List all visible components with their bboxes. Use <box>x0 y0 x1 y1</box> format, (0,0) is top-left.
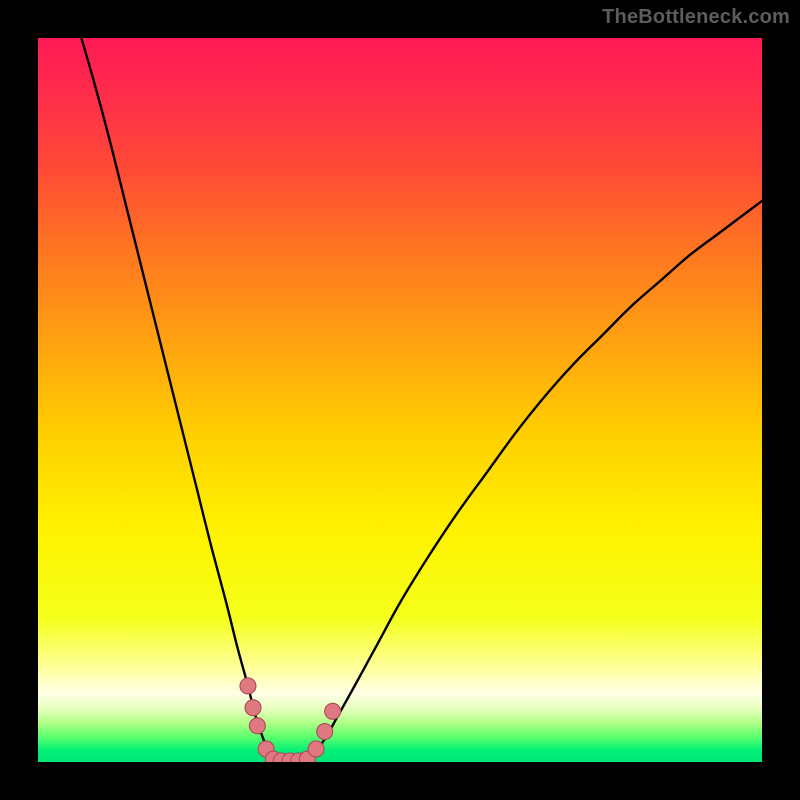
watermark-text: TheBottleneck.com <box>602 6 790 29</box>
data-marker <box>240 678 256 694</box>
data-marker <box>325 703 341 719</box>
plot-area <box>38 38 762 762</box>
data-marker <box>308 741 324 757</box>
data-marker <box>245 700 261 716</box>
gradient-background <box>38 38 762 762</box>
data-marker <box>249 718 265 734</box>
data-marker <box>317 724 333 740</box>
chart-frame: TheBottleneck.com <box>0 0 800 800</box>
bottleneck-chart <box>38 38 762 762</box>
